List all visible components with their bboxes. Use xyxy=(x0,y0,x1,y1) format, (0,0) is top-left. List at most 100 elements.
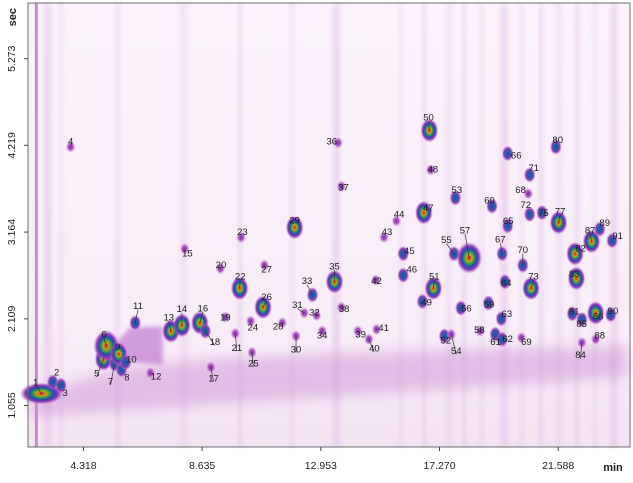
peak-label-80: 80 xyxy=(552,135,563,146)
peak-label-12: 12 xyxy=(151,372,162,383)
peak-24 xyxy=(245,315,256,328)
peak-72 xyxy=(523,206,536,223)
peak-label-31: 31 xyxy=(292,300,303,311)
leader-line-21 xyxy=(234,333,238,352)
peak-label-54: 54 xyxy=(451,346,462,357)
peak-label-71: 71 xyxy=(529,163,540,174)
peak-label-81: 81 xyxy=(569,307,580,318)
leader-line-50 xyxy=(428,121,430,131)
peak-86 xyxy=(586,300,605,325)
peak-label-8: 8 xyxy=(124,372,129,383)
peak-81 xyxy=(566,305,579,322)
peak-64 xyxy=(498,273,511,290)
peak-89 xyxy=(593,221,606,238)
peak-label-75: 75 xyxy=(538,208,549,219)
peak-label-15: 15 xyxy=(182,248,193,259)
bleed-streak xyxy=(574,3,579,447)
leader-line-13 xyxy=(168,320,172,332)
peak-label-83: 83 xyxy=(569,269,580,280)
peak-80 xyxy=(549,138,562,155)
peak-label-65: 65 xyxy=(503,216,514,227)
leader-line-55 xyxy=(446,243,455,254)
peak-label-60: 60 xyxy=(484,196,495,207)
peak-29 xyxy=(285,215,304,240)
leader-line-26 xyxy=(262,300,267,308)
peak-label-45: 45 xyxy=(404,246,415,257)
y-tick-label: 1.055 xyxy=(6,392,18,418)
leader-line-25 xyxy=(251,352,254,367)
bleed-streak xyxy=(479,3,484,447)
leader-line-31 xyxy=(297,308,305,314)
leader-line-7 xyxy=(110,363,115,386)
peak-label-47: 47 xyxy=(423,203,434,214)
leader-line-18 xyxy=(205,330,216,346)
x-tick-label: 17.270 xyxy=(423,460,455,472)
peak-85 xyxy=(575,311,588,328)
bleed-streak xyxy=(539,3,544,447)
bleed-streak xyxy=(398,3,403,447)
leader-line-87 xyxy=(589,233,592,242)
peak-label-51: 51 xyxy=(429,271,440,282)
leader-line-84 xyxy=(580,342,583,359)
peak-label-41: 41 xyxy=(378,323,389,334)
peak-12 xyxy=(145,367,156,379)
peak-label-4: 4 xyxy=(68,136,73,147)
bleed-streak xyxy=(519,3,524,447)
peak-27 xyxy=(259,259,270,272)
peak-36 xyxy=(333,136,344,149)
peak-label-68: 68 xyxy=(515,185,526,196)
peak-label-77: 77 xyxy=(555,206,566,217)
peak-53 xyxy=(449,189,462,206)
peak-66 xyxy=(501,145,514,162)
peak-label-89: 89 xyxy=(599,218,610,229)
peak-label-30: 30 xyxy=(291,344,302,355)
peak-label-7: 7 xyxy=(108,377,113,388)
peak-label-26: 26 xyxy=(261,292,272,303)
peak-label-13: 13 xyxy=(163,312,174,323)
peak-82 xyxy=(566,241,585,266)
peak-label-27: 27 xyxy=(261,265,272,276)
peak-label-84: 84 xyxy=(575,350,586,361)
peak-label-2: 2 xyxy=(54,368,59,379)
leader-line-77 xyxy=(558,214,561,223)
bleed-streak xyxy=(462,3,467,447)
peak-label-34: 34 xyxy=(317,331,328,342)
peak-label-69: 69 xyxy=(521,337,532,348)
x-axis-unit: min xyxy=(603,462,623,474)
peak-59 xyxy=(482,295,495,312)
peak-label-38: 38 xyxy=(339,304,350,315)
peak-label-50: 50 xyxy=(423,113,434,124)
peak-32 xyxy=(311,309,322,322)
peak-60 xyxy=(486,198,499,215)
peak-62 xyxy=(496,331,509,348)
peak-label-20: 20 xyxy=(216,260,227,271)
bleed-streak xyxy=(610,3,618,447)
peak-label-85: 85 xyxy=(576,319,587,330)
peak-19 xyxy=(220,311,231,324)
y-tick-label: 2.109 xyxy=(6,306,18,332)
peak-label-61: 61 xyxy=(490,337,501,348)
peak-label-9: 9 xyxy=(115,342,120,353)
peak-label-23: 23 xyxy=(237,227,248,238)
peak-34 xyxy=(317,325,328,338)
peak-label-14: 14 xyxy=(177,304,188,315)
peak-label-56: 56 xyxy=(461,303,472,314)
peak-label-63: 63 xyxy=(502,309,513,320)
y-tick-label: 4.219 xyxy=(6,132,18,158)
peak-46 xyxy=(397,267,410,284)
peak-label-32: 32 xyxy=(309,307,320,318)
leader-line-57 xyxy=(464,233,470,258)
peak-label-49: 49 xyxy=(421,298,432,309)
bleed-streak xyxy=(238,3,243,447)
x-tick-label: 21.588 xyxy=(542,460,574,472)
peak-label-25: 25 xyxy=(248,358,259,369)
bleed-streak xyxy=(332,3,340,447)
solvent-front-streak xyxy=(34,3,38,447)
peak-41 xyxy=(371,323,382,336)
peak-label-46: 46 xyxy=(406,265,417,276)
peak-label-72: 72 xyxy=(521,200,532,211)
peak-88 xyxy=(590,333,601,346)
peak-10 xyxy=(119,354,132,371)
